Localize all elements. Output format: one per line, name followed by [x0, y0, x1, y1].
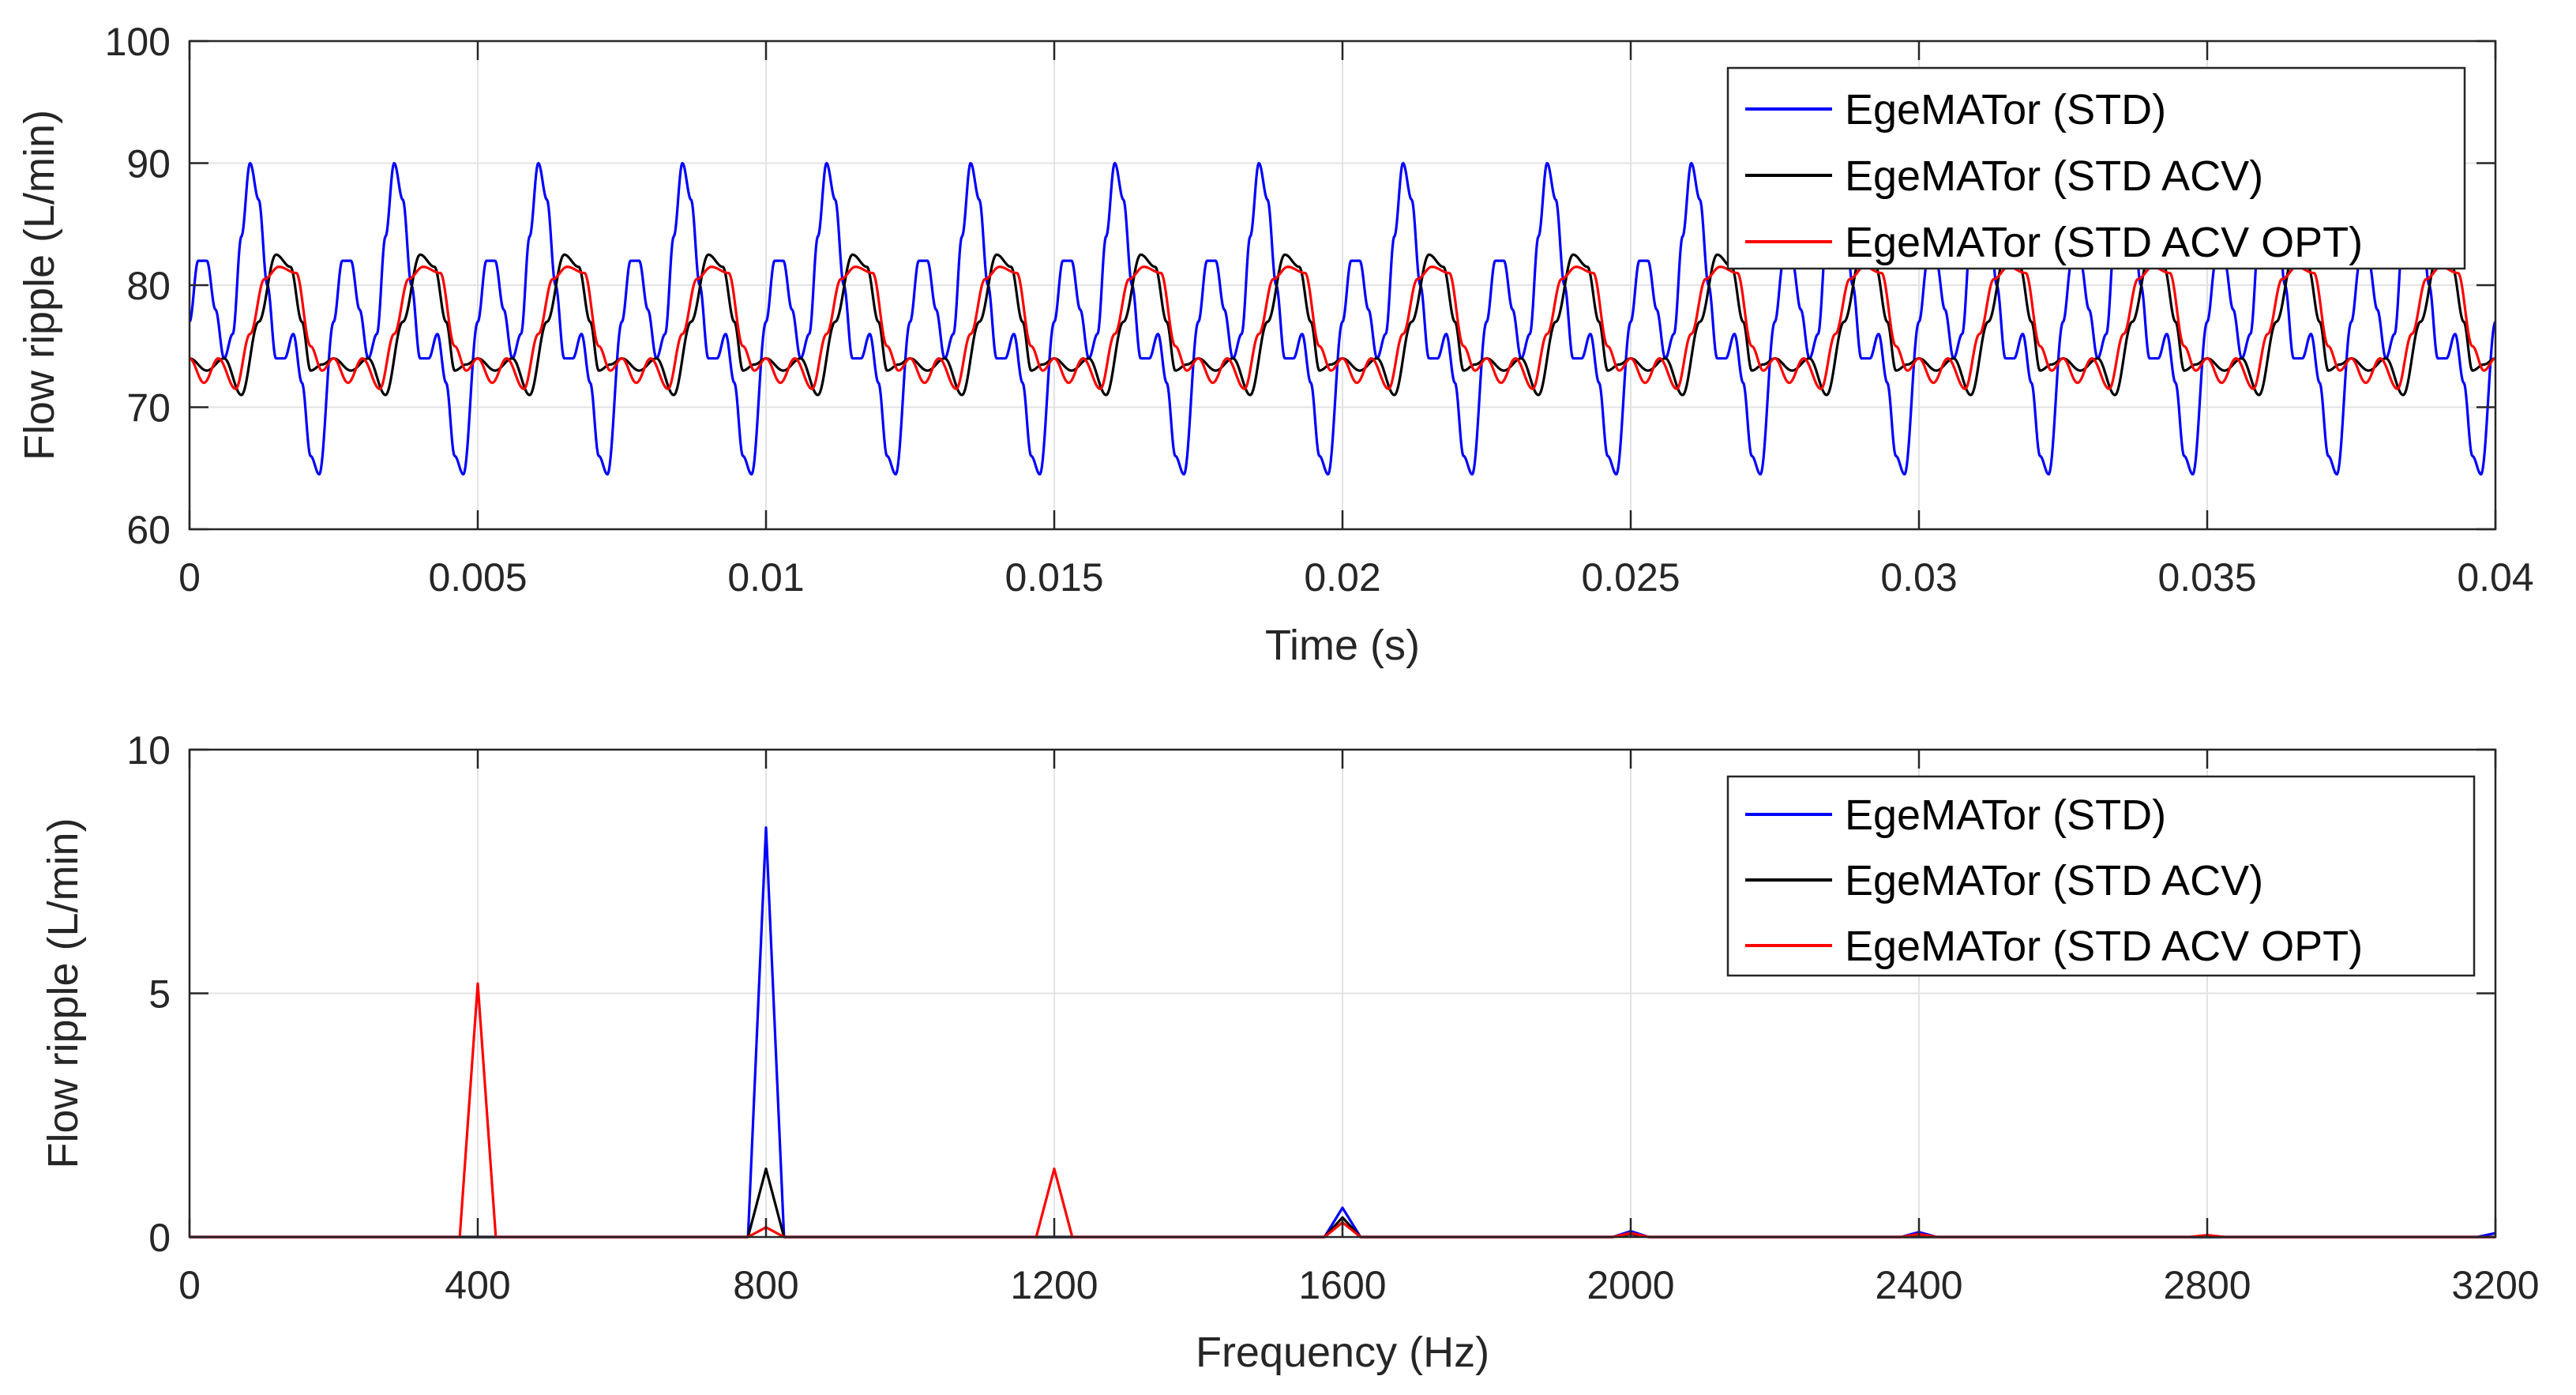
x-tick-label: 800	[733, 1263, 798, 1307]
x-tick-label: 0.01	[727, 555, 804, 600]
y-tick-label: 10	[126, 728, 171, 773]
legend: EgeMATor (STD) EgeMATor (STD ACV) EgeMATor…	[1726, 66, 2466, 270]
x-tick-label: 0.02	[1304, 555, 1380, 600]
x-tick-label: 0	[178, 555, 201, 600]
legend-label-3: EgeMATor (STD ACV OPT)	[1845, 219, 2363, 266]
x-tick-label: 0.015	[1004, 555, 1103, 600]
x-tick-label: 400	[445, 1263, 510, 1307]
y-tick-label: 0	[148, 1216, 171, 1260]
legend-box	[1726, 66, 2466, 270]
series-line-3	[190, 265, 2495, 390]
x-tick-label: 3200	[2451, 1263, 2539, 1307]
x-tick-label: 0	[178, 1263, 201, 1307]
x-tick-label: 0.025	[1581, 555, 1680, 600]
y-tick-label: 5	[148, 972, 171, 1017]
chart-1: 0 0.005 0.01 0.015 0.02 0.025 0.03 0.035 0.04 60 7…	[16, 20, 2534, 669]
x-tick-label: 0.035	[2157, 555, 2256, 600]
legend-label-2: EgeMATor (STD ACV)	[1845, 152, 2263, 200]
x-tick-label: 1200	[1010, 1263, 1098, 1307]
x-tick-label: 0.04	[2457, 555, 2533, 600]
y-tick-label: 60	[126, 508, 171, 552]
legend-label-1: EgeMATor (STD)	[1845, 86, 2166, 133]
x-tick-label: 2800	[2163, 1263, 2251, 1307]
x-tick-label: 0.005	[428, 555, 527, 600]
x-tick-label: 1600	[1298, 1263, 1386, 1307]
chart-2: 0 400 800 1200 1600 2000 2400 2800 3200 0 5 10 Frequ…	[39, 728, 2540, 1376]
x-tick-label: 2400	[1875, 1263, 1962, 1307]
legend-label-3: EgeMATor (STD ACV OPT)	[1845, 923, 2363, 970]
legend-label-1: EgeMATor (STD)	[1845, 792, 2166, 839]
y-tick-label: 100	[105, 20, 171, 64]
y-axis-label: Flow ripple (L/min)	[39, 818, 87, 1168]
legend: EgeMATor (STD) EgeMATor (STD ACV) EgeMATor…	[1726, 775, 2476, 977]
y-tick-label: 70	[126, 386, 171, 431]
series-line-1	[190, 161, 2495, 476]
x-axis-label: Frequency (Hz)	[1196, 1329, 1489, 1376]
y-tick-label: 80	[126, 264, 171, 308]
x-tick-label: 2000	[1587, 1263, 1674, 1307]
y-axis-label: Flow ripple (L/min)	[16, 110, 63, 461]
x-axis-label: Time (s)	[1265, 622, 1420, 669]
legend-label-2: EgeMATor (STD ACV)	[1845, 857, 2263, 904]
legend-box	[1726, 775, 2476, 977]
x-tick-label: 0.03	[1880, 555, 1957, 600]
y-tick-label: 90	[126, 142, 171, 186]
